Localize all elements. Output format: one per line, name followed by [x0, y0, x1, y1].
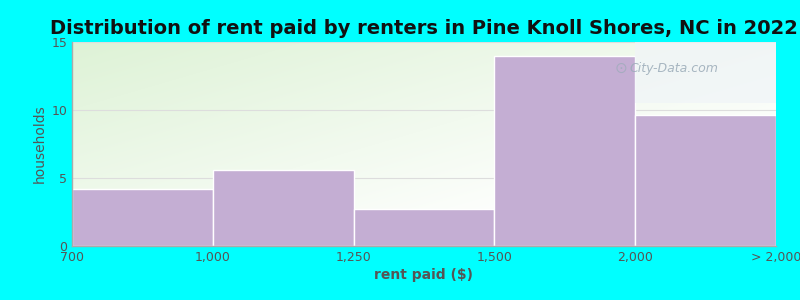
Bar: [213, 170, 354, 246]
Y-axis label: households: households: [33, 105, 47, 183]
Title: Distribution of rent paid by renters in Pine Knoll Shores, NC in 2022: Distribution of rent paid by renters in …: [50, 19, 798, 38]
Bar: [72, 189, 213, 246]
Bar: [354, 209, 494, 246]
Bar: [635, 116, 776, 246]
Text: City-Data.com: City-Data.com: [630, 62, 718, 75]
X-axis label: rent paid ($): rent paid ($): [374, 268, 474, 282]
Bar: [494, 56, 635, 246]
Bar: [635, 42, 800, 103]
Text: ⊙: ⊙: [614, 61, 627, 76]
